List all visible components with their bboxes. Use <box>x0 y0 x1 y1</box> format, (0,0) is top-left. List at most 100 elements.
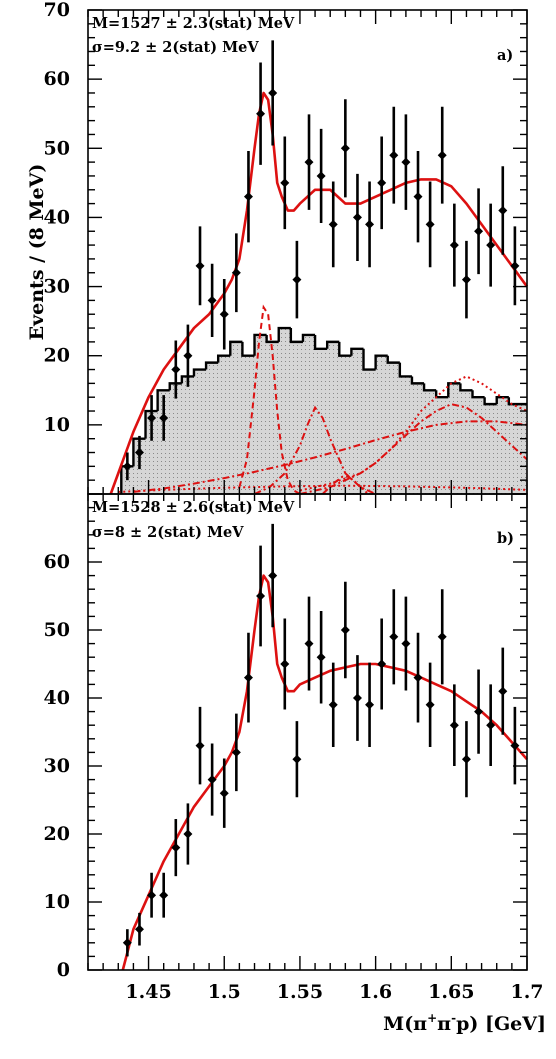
data-point <box>231 747 241 757</box>
data-point <box>304 157 314 167</box>
data-point <box>316 652 326 662</box>
annotation-width-b: σ=8 ± 2(stat) MeV <box>92 524 244 541</box>
data-point <box>316 171 326 181</box>
data-point <box>207 295 217 305</box>
histogram-bin <box>216 354 231 363</box>
x-tick-label: 1.45 <box>125 981 171 1003</box>
data-point <box>437 150 447 160</box>
histogram-bin <box>229 340 243 356</box>
data-point <box>510 261 520 271</box>
data-point <box>498 206 508 216</box>
data-point <box>268 88 278 98</box>
fit-component-dotted <box>299 375 528 492</box>
histogram-bin <box>447 382 461 398</box>
data-point <box>171 843 181 853</box>
data-point <box>328 219 338 229</box>
data-point <box>413 192 423 202</box>
panel-a: 70 60 50 40 30 20 10 M=1527 ± 2.3(stat) MeV σ=… <box>44 0 529 495</box>
histogram-bin <box>144 409 158 439</box>
data-point <box>159 413 169 423</box>
data-point <box>231 268 241 278</box>
data-point <box>425 700 435 710</box>
x-axis-label: M(π+π-p) [GeV] <box>383 1011 546 1035</box>
data-point <box>195 261 205 271</box>
y-axis-label: Events / (8 MeV) <box>26 164 48 341</box>
panel-label-b: b) <box>497 530 514 547</box>
data-point <box>389 150 399 160</box>
data-point <box>243 192 253 202</box>
data-point <box>328 700 338 710</box>
y-tick-label: 20 <box>44 345 70 367</box>
y-tick-label: 20 <box>44 823 70 845</box>
histogram-bin <box>325 340 340 349</box>
x-tick-label: 1.55 <box>277 981 323 1003</box>
y-tick-label: 50 <box>44 619 70 641</box>
histogram-bin <box>422 383 437 392</box>
y-tick-label: 70 <box>44 0 70 21</box>
histogram-bin <box>265 334 279 344</box>
histogram-bin <box>434 390 449 399</box>
data-point <box>377 659 387 669</box>
data-point <box>219 309 229 319</box>
histogram-bin <box>471 390 485 399</box>
data-point <box>292 275 302 285</box>
x-tick-label: 1.7 <box>510 981 543 1003</box>
data-point <box>510 741 520 751</box>
data-point <box>122 938 132 948</box>
data-point <box>340 625 350 635</box>
fit-components <box>118 304 528 495</box>
histogram-bin <box>483 397 497 406</box>
data-point <box>159 890 169 900</box>
histogram-bin <box>277 326 291 342</box>
annotation-width-a: σ=9.2 ± 2(stat) MeV <box>92 39 259 56</box>
data-point <box>437 632 447 642</box>
data-point <box>461 275 471 285</box>
data-point <box>147 413 157 423</box>
panel-b: 60 50 40 30 20 10 0 1.45 1.5 1.55 1.6 1.65 1.7 M=15… <box>44 493 544 1003</box>
data-point <box>425 219 435 229</box>
data-point <box>134 924 144 934</box>
histogram-bin <box>507 397 527 406</box>
histogram-bin <box>156 389 170 412</box>
y-tick-label: 30 <box>44 755 70 777</box>
data-point <box>268 571 278 581</box>
histogram-bin <box>410 376 425 385</box>
y-tick-label: 50 <box>44 137 70 159</box>
data-point <box>486 240 496 250</box>
histogram-bin <box>495 396 509 405</box>
y-tick-label: 60 <box>44 551 70 573</box>
data-point <box>280 659 290 669</box>
data-point <box>280 178 290 188</box>
histogram-bin <box>168 382 182 391</box>
data-point <box>377 178 387 188</box>
y-tick-label: 30 <box>44 276 70 298</box>
data-point <box>147 890 157 900</box>
y-ticks-a: 70 60 50 40 30 20 10 <box>44 0 528 495</box>
x-ticks: 1.45 1.5 1.55 1.6 1.65 1.7 <box>87 494 544 1003</box>
y-tick-label: 10 <box>44 891 70 913</box>
data-point <box>256 591 266 601</box>
x-tick-label: 1.65 <box>428 981 474 1003</box>
data-point <box>461 754 471 764</box>
y-tick-label: 0 <box>57 959 70 981</box>
histogram-bin <box>192 368 207 377</box>
annotation-mass-b: M=1528 ± 2.6(stat) MeV <box>92 499 295 516</box>
data-point <box>171 365 181 375</box>
annotation-mass-a: M=1527 ± 2.3(stat) MeV <box>92 15 295 32</box>
x-tick-label: 1.5 <box>208 981 241 1003</box>
histogram-bin <box>398 362 412 378</box>
data-point <box>195 741 205 751</box>
histogram-bin <box>386 355 400 364</box>
data-point <box>389 632 399 642</box>
data-point <box>183 829 193 839</box>
data-point <box>449 240 459 250</box>
histogram-bin <box>180 375 194 384</box>
histogram-bin <box>313 334 328 350</box>
histogram-bin <box>204 361 219 370</box>
data-point <box>474 707 484 717</box>
panel-label-a: a) <box>497 47 513 64</box>
plot-frame-b <box>87 493 528 971</box>
data-point <box>352 212 362 222</box>
histogram-bin <box>374 354 388 370</box>
